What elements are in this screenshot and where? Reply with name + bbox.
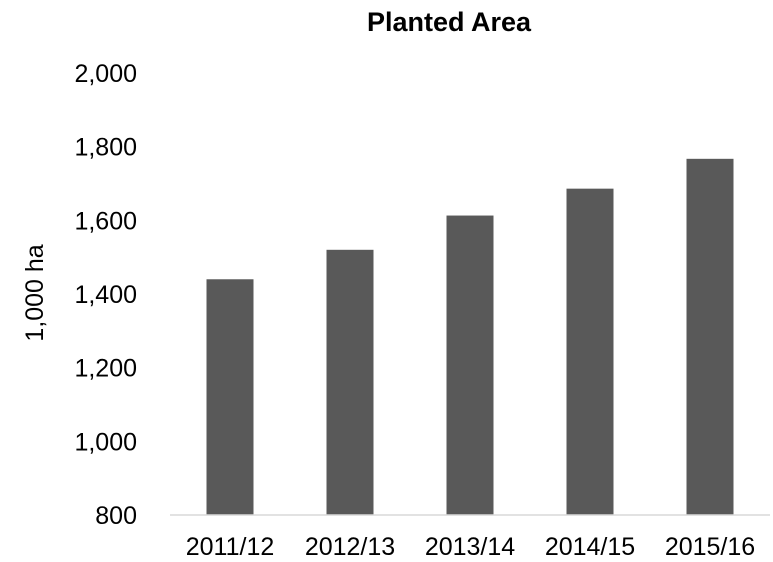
chart-title: Planted Area — [367, 7, 532, 37]
bar-2013-14 — [446, 215, 494, 516]
y-axis-label: 1,000 ha — [21, 244, 49, 341]
x-tick-label: 2012/13 — [305, 533, 395, 561]
x-tick-label: 2014/15 — [545, 533, 635, 561]
bar-2014-15 — [566, 188, 614, 515]
bar-2012-13 — [326, 249, 374, 516]
x-axis-ticks: 2011/12 2012/13 2013/14 2014/15 2015/16 — [186, 533, 755, 561]
y-tick-label: 2,000 — [74, 60, 137, 88]
y-tick-label: 1,600 — [74, 207, 137, 235]
y-tick-label: 1,200 — [74, 355, 137, 383]
y-axis-ticks: 800 1,000 1,200 1,400 1,600 1,800 2,000 — [74, 60, 137, 530]
bar-2011-12 — [206, 279, 254, 515]
y-tick-label: 800 — [95, 502, 137, 530]
x-tick-label: 2013/14 — [425, 533, 515, 561]
y-tick-label: 1,000 — [74, 428, 137, 456]
x-tick-label: 2015/16 — [665, 533, 755, 561]
y-tick-label: 1,400 — [74, 281, 137, 309]
bars — [206, 158, 734, 516]
x-tick-label: 2011/12 — [186, 533, 275, 561]
y-tick-label: 1,800 — [74, 134, 137, 162]
bar-2015-16 — [686, 158, 734, 516]
